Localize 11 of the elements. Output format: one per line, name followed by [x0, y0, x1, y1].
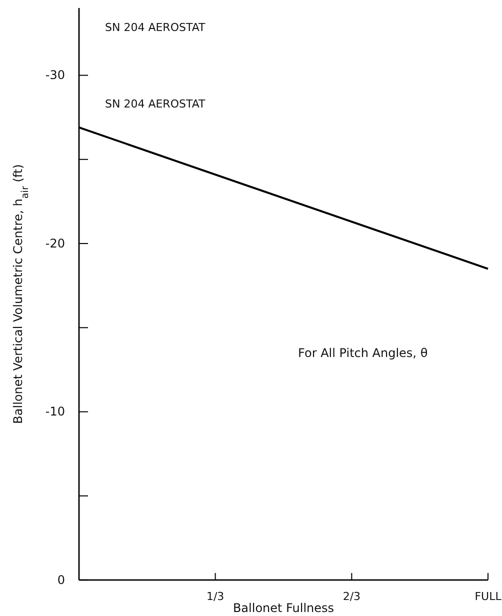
y-tick-label: -10	[45, 404, 65, 419]
text: SN 204 AEROSTAT	[105, 97, 206, 110]
x-axis-title: Ballonet Fullness	[232, 601, 334, 615]
y-tick-label: -30	[45, 68, 65, 82]
annotation: For All Pitch Angles, θ	[298, 346, 428, 360]
x-tick-label: 1/3	[206, 590, 224, 603]
annotation: SN 204 AEROSTAT	[105, 21, 206, 34]
y-tick-label: -20	[45, 236, 65, 250]
x-tick-label: 2/3	[342, 590, 361, 603]
x-tick-label: FULL	[474, 590, 502, 603]
y-tick-label: 0	[57, 572, 65, 587]
